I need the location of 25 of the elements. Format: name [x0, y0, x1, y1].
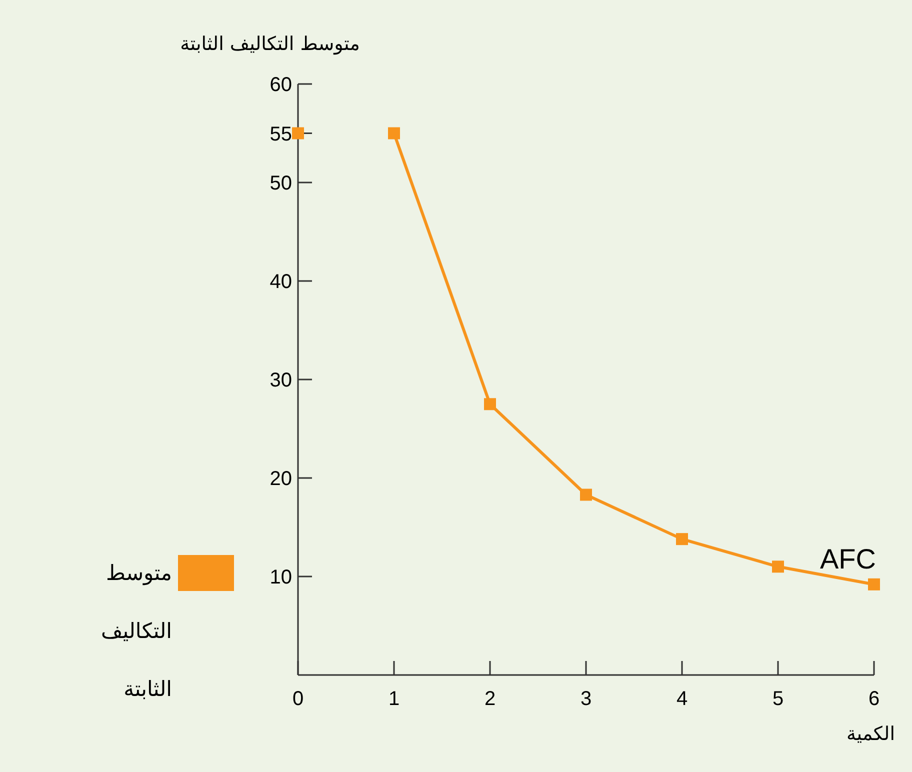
y-tick-label: 55	[270, 123, 292, 146]
x-tick-label: 5	[772, 688, 784, 710]
point	[388, 127, 400, 140]
x-axis-title: الكمية	[846, 723, 895, 745]
point	[676, 533, 688, 546]
annotation: AFC	[820, 543, 876, 574]
x-tick-label: 2	[484, 688, 496, 710]
y-tick-label: 10	[270, 566, 292, 588]
y-tick-label: 50	[270, 172, 292, 194]
x-tick-label: 3	[580, 688, 592, 710]
point	[484, 398, 496, 410]
point	[868, 578, 880, 590]
y-tick-label: 20	[270, 468, 292, 490]
point	[292, 127, 304, 140]
point	[772, 560, 784, 573]
point	[580, 488, 592, 501]
text: متوسط التكاليف الثابتة	[180, 33, 360, 55]
x-tick-label: 6	[868, 688, 880, 710]
y-tick-label: 40	[270, 271, 292, 293]
y-tick-label: 60	[270, 74, 292, 96]
x-tick-label: 0	[292, 688, 304, 710]
x-tick-label: 4	[676, 688, 688, 710]
y-tick-label: 30	[270, 370, 292, 392]
text: متوسط التكاليف الثابتة	[100, 561, 172, 701]
x-tick-label: 1	[388, 688, 400, 710]
